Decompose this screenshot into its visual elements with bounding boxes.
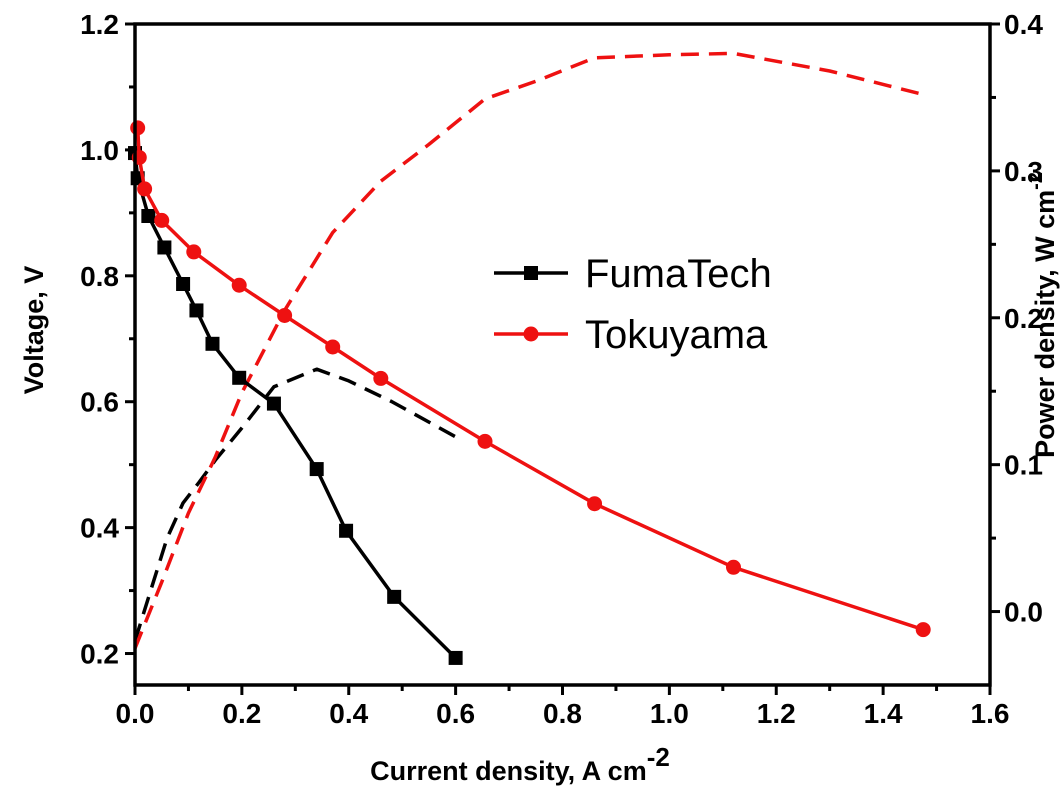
y2-tick-label-4: 0.4 — [1004, 9, 1043, 40]
y-tick-label-4: 1.0 — [80, 135, 119, 166]
series-0-point-8 — [266, 396, 281, 411]
x-tick-label-8: 1.6 — [971, 698, 1010, 729]
series-0-point-9 — [309, 462, 324, 477]
series-1-point-8 — [373, 370, 389, 386]
legend-marker-tokuyama — [523, 326, 539, 342]
series-layer — [128, 51, 931, 665]
y-tick-label-0: 0.2 — [80, 639, 119, 670]
series-0-point-6 — [205, 336, 220, 351]
series-1-point-11 — [726, 559, 741, 575]
series-1-point-4 — [186, 244, 202, 260]
legend-label-fumatech: FumaTech — [585, 252, 772, 296]
series-0-point-5 — [189, 303, 204, 318]
series-0-point-11 — [387, 589, 402, 604]
y2-tick-label-2: 0.2 — [1004, 303, 1043, 334]
x-tick-label-5: 1.0 — [650, 698, 689, 729]
x-tick-label-7: 1.4 — [864, 698, 903, 729]
legend-item-fumatech: FumaTech — [494, 252, 772, 296]
series-1-point-2 — [137, 181, 153, 197]
series-0-point-3 — [157, 240, 172, 255]
series-0-point-10 — [339, 523, 354, 538]
series-1-point-0 — [130, 120, 146, 136]
x-axis-title: Current density, A cm-2 — [370, 742, 670, 786]
y2-tick-label-1: 0.1 — [1004, 450, 1043, 481]
series-1-point-12 — [915, 622, 931, 638]
x-tick-label-6: 1.2 — [757, 698, 796, 729]
series-line-1 — [135, 127, 924, 632]
series-line-2 — [133, 367, 457, 642]
series-0-point-12 — [448, 650, 463, 665]
legend: FumaTech Tokuyama — [494, 252, 772, 357]
y-tick-label-1: 0.4 — [80, 513, 119, 544]
y-axis-title: Voltage, V — [19, 266, 49, 395]
series-line-3 — [133, 51, 924, 649]
x-tick-label-3: 0.6 — [436, 698, 475, 729]
y2-tick-label-0: 0.0 — [1004, 597, 1043, 628]
series-1-point-7 — [325, 339, 341, 355]
series-1-point-9 — [477, 433, 493, 449]
legend-item-tokuyama: Tokuyama — [494, 313, 768, 357]
ticks-layer: 0.0 0.2 0.4 0.6 0.8 1.0 1.2 1.4 1.6 0.2 0.4 0.6 0.8 1… — [80, 9, 1043, 729]
series-1-point-5 — [231, 277, 247, 293]
y-tick-label-2: 0.6 — [80, 387, 119, 418]
series-1-point-10 — [587, 496, 603, 512]
x-tick-label-4: 0.8 — [543, 698, 582, 729]
series-line-0 — [133, 152, 457, 660]
y-tick-label-5: 1.2 — [80, 9, 119, 40]
legend-label-tokuyama: Tokuyama — [585, 313, 768, 357]
series-0-point-2 — [141, 209, 156, 224]
y2-tick-label-3: 0.3 — [1004, 156, 1043, 187]
x-tick-label-1: 0.2 — [222, 698, 261, 729]
x-tick-label-2: 0.4 — [329, 698, 368, 729]
legend-marker-fumatech — [524, 266, 538, 280]
series-0-point-4 — [176, 276, 191, 291]
y2-axis-title: Power density, W cm-2 — [1025, 172, 1060, 458]
y-tick-label-3: 0.8 — [80, 261, 119, 292]
x-tick-label-0: 0.0 — [116, 698, 155, 729]
series-0-point-7 — [232, 370, 247, 385]
series-1-point-6 — [277, 307, 293, 323]
series-1-point-3 — [154, 212, 170, 228]
